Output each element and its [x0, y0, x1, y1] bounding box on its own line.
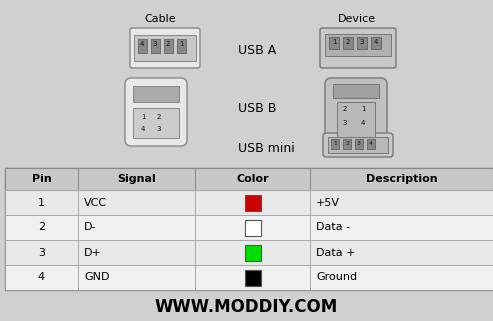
Text: Device: Device [338, 14, 376, 24]
Text: 3: 3 [360, 39, 364, 45]
Text: Data -: Data - [316, 222, 350, 232]
Bar [329, 37, 339, 49]
Text: 2: 2 [38, 222, 45, 232]
Text: 1: 1 [38, 197, 45, 207]
Bar [5, 190, 493, 191]
FancyBboxPatch shape [320, 28, 396, 68]
Bar [5, 240, 493, 241]
Text: 4: 4 [140, 41, 144, 47]
Text: D+: D+ [84, 247, 102, 257]
Bar [245, 220, 260, 236]
Text: 3: 3 [38, 247, 45, 257]
Bar [343, 37, 353, 49]
Bar [78, 265, 79, 290]
Bar [195, 265, 196, 290]
Text: 2: 2 [346, 39, 350, 45]
Text: 3: 3 [157, 126, 161, 132]
Bar [310, 168, 311, 190]
Bar [78, 215, 79, 240]
Text: 3: 3 [343, 120, 347, 126]
Bar [5, 215, 493, 240]
Text: D-: D- [84, 222, 97, 232]
Bar [5, 265, 493, 266]
Bar [245, 195, 260, 211]
Bar [310, 265, 311, 290]
Text: USB A: USB A [238, 44, 276, 56]
Text: 4: 4 [374, 39, 378, 45]
Text: 3: 3 [357, 141, 361, 146]
Bar [245, 245, 260, 261]
Bar [164, 39, 173, 53]
Text: WWW.MODDIY.COM: WWW.MODDIY.COM [154, 299, 338, 317]
Text: 3: 3 [153, 41, 157, 47]
FancyBboxPatch shape [323, 133, 393, 157]
Bar [195, 240, 196, 265]
Text: Ground: Ground [316, 273, 357, 282]
Bar [5, 240, 493, 265]
Text: 1: 1 [332, 39, 336, 45]
Text: 4: 4 [369, 141, 373, 146]
Text: 2: 2 [345, 141, 349, 146]
Bar [177, 39, 186, 53]
Text: 1: 1 [333, 141, 337, 146]
Text: 1: 1 [141, 114, 145, 120]
Text: Pin: Pin [32, 174, 51, 184]
Bar [328, 137, 388, 153]
Text: VCC: VCC [84, 197, 107, 207]
Bar [5, 168, 493, 190]
Text: Color: Color [236, 174, 269, 184]
Text: 1: 1 [361, 106, 365, 112]
Bar [195, 215, 196, 240]
Bar [367, 139, 375, 149]
Bar [5, 190, 493, 215]
Text: 4: 4 [38, 273, 45, 282]
Text: 4: 4 [141, 126, 145, 132]
Bar [5, 265, 493, 290]
Text: Signal: Signal [117, 174, 156, 184]
Text: 2: 2 [157, 114, 161, 120]
Bar [245, 270, 260, 285]
Text: USB B: USB B [238, 101, 277, 115]
Text: +5V: +5V [316, 197, 340, 207]
Text: Description: Description [366, 174, 437, 184]
Text: 1: 1 [179, 41, 183, 47]
Bar [133, 108, 179, 138]
Text: GND: GND [84, 273, 109, 282]
Text: 4: 4 [361, 120, 365, 126]
Bar [78, 168, 79, 190]
Text: Cable: Cable [144, 14, 176, 24]
Text: USB mini: USB mini [238, 142, 295, 154]
Bar [151, 39, 160, 53]
Bar [134, 35, 196, 61]
Bar [343, 139, 351, 149]
Bar [355, 139, 363, 149]
Bar [310, 190, 311, 215]
Bar [331, 139, 339, 149]
FancyBboxPatch shape [125, 78, 187, 146]
Bar [325, 34, 391, 56]
FancyBboxPatch shape [130, 28, 200, 68]
Bar [195, 190, 196, 215]
Bar [357, 37, 367, 49]
FancyBboxPatch shape [325, 78, 387, 140]
Bar [133, 86, 179, 102]
Bar [5, 215, 493, 216]
Bar [371, 37, 381, 49]
Bar [333, 84, 379, 98]
Bar [310, 215, 311, 240]
Bar [337, 102, 375, 140]
Text: Data +: Data + [316, 247, 355, 257]
Bar [310, 240, 311, 265]
Bar [78, 190, 79, 215]
Bar [78, 240, 79, 265]
Text: 2: 2 [343, 106, 347, 112]
Bar [195, 168, 196, 190]
Text: 2: 2 [166, 41, 170, 47]
Bar [5, 168, 493, 290]
Bar [138, 39, 147, 53]
